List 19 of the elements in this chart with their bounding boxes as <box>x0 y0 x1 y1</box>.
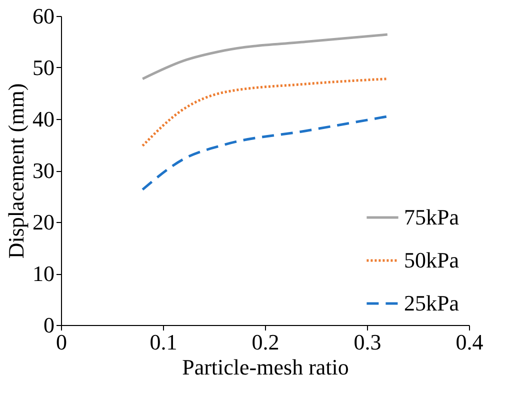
line-series <box>141 78 389 148</box>
y-tick-label: 60 <box>32 4 54 28</box>
y-tick-label: 20 <box>32 210 54 234</box>
x-tick-label: 0.4 <box>456 330 484 354</box>
y-axis-title: Displacement (mm) <box>4 83 28 259</box>
x-axis-title: Particle-mesh ratio <box>182 354 349 380</box>
x-tick-label: 0.2 <box>252 330 280 354</box>
x-tick-label: 0.1 <box>150 330 178 354</box>
legend-label: 25kPa <box>404 290 460 316</box>
y-tick-label: 50 <box>32 55 54 80</box>
legend-label: 75kPa <box>404 204 460 230</box>
x-tick-label: 0.3 <box>354 330 382 354</box>
y-tick-label: 10 <box>32 261 54 286</box>
y-tick-label: 40 <box>32 106 54 132</box>
line-series <box>141 33 389 80</box>
y-tick-label: 30 <box>32 158 54 183</box>
legend-label: 50kPa <box>404 248 460 272</box>
line-series <box>141 115 389 191</box>
y-tick-label: 0 <box>44 312 54 338</box>
